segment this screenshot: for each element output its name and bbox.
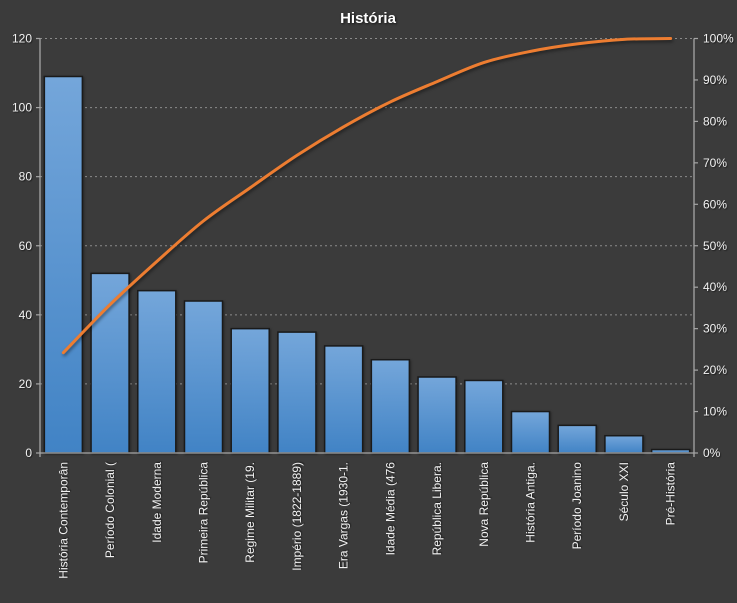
right-axis-tick-label: 80% [703,114,727,128]
right-axis-tick-label: 20% [703,363,727,377]
category-label: História Antiga. [524,462,538,543]
bar [230,327,270,454]
bar [417,376,457,454]
right-axis-tick-label: 50% [703,239,727,253]
right-axis-labels: 0% 10% 20% 30% 40% 50% 60% 70% 80% 90% 100% [703,32,734,461]
left-axis-tick-label: 120 [12,32,32,46]
left-axis-labels: 0 20 40 60 80 100 120 [12,32,32,461]
category-label: Primeira República [197,462,211,564]
right-axis-tick-label: 30% [703,322,727,336]
chart-title: História [340,10,397,27]
category-label: Era Vargas (1930-1. [337,462,351,569]
category-label: Idade Moderna [150,462,164,543]
bar [464,379,504,454]
right-axis-tick-label: 60% [703,197,727,211]
category-label: História Contemporân [56,462,70,579]
right-axis-tick-label: 90% [703,73,727,87]
left-axis-tick-label: 20 [19,377,33,391]
bar [323,345,364,454]
gridlines [40,38,694,385]
bar [557,424,597,454]
bar [90,272,130,454]
bar [43,75,84,454]
category-label: Idade Média (476 [383,462,397,556]
category-label: Período Colonial ( [103,462,117,558]
left-axis-tick-label: 60 [19,239,33,253]
right-axis-tick-label: 40% [703,280,727,294]
category-label: República Libera. [430,462,444,555]
category-label: Nova República [477,462,491,547]
category-axis-labels: História Contemporân Período Colonial ( Id… [56,462,677,579]
bar [604,434,644,454]
left-axis-tick-label: 100 [12,101,32,115]
axes [36,37,698,457]
left-axis-tick-label: 40 [19,308,33,322]
right-axis-tick-label: 0% [703,446,721,460]
bar [510,410,551,454]
cumulative-line-series [61,37,673,355]
right-axis-tick-label: 10% [703,405,727,419]
left-axis-tick-label: 0 [25,446,32,460]
category-label: Pré-História [664,462,678,526]
bar [137,289,177,454]
category-label: Período Joanino [570,462,584,550]
right-axis-tick-label: 100% [703,32,734,46]
left-axis-tick-label: 80 [19,170,33,184]
category-label: Século XXI [617,462,631,521]
right-axis-tick-label: 70% [703,156,727,170]
cumulative-line [61,37,673,355]
category-label: Império (1822-1889) [290,462,304,571]
category-label: Regime Militar (19. [243,462,257,563]
bar [183,300,224,454]
bar [277,331,317,454]
bar [370,358,411,454]
